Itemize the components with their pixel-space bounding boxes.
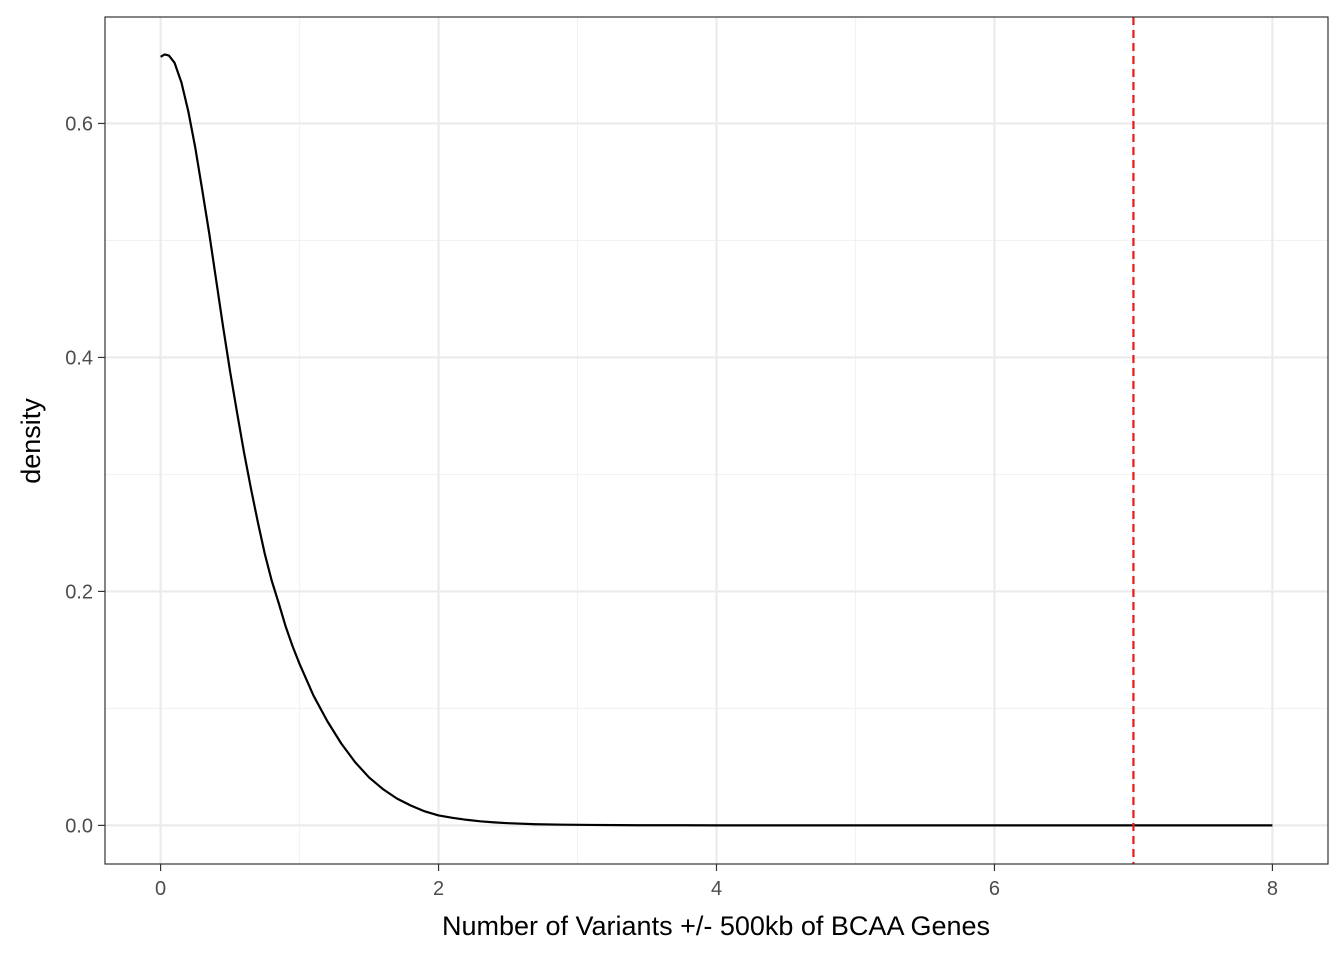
x-tick-label: 6	[989, 878, 1000, 900]
x-axis-ticks: 0 2 4 6 8	[155, 864, 1278, 900]
x-tick-label: 0	[155, 878, 166, 900]
y-tick-label: 0.4	[65, 347, 93, 369]
x-tick-label: 8	[1267, 878, 1278, 900]
y-tick-label: 0.2	[65, 581, 93, 603]
x-tick-label: 2	[433, 878, 444, 900]
density-curve	[160, 53, 1273, 827]
y-axis-ticks: 0.0 0.2 0.4 0.6	[65, 113, 105, 837]
x-axis-title: Number of Variants +/- 500kb of BCAA Gen…	[442, 911, 990, 941]
y-tick-label: 0.6	[65, 113, 93, 135]
y-tick-label: 0.0	[65, 815, 93, 837]
x-tick-label: 4	[711, 878, 722, 900]
y-axis-title: density	[16, 398, 46, 484]
